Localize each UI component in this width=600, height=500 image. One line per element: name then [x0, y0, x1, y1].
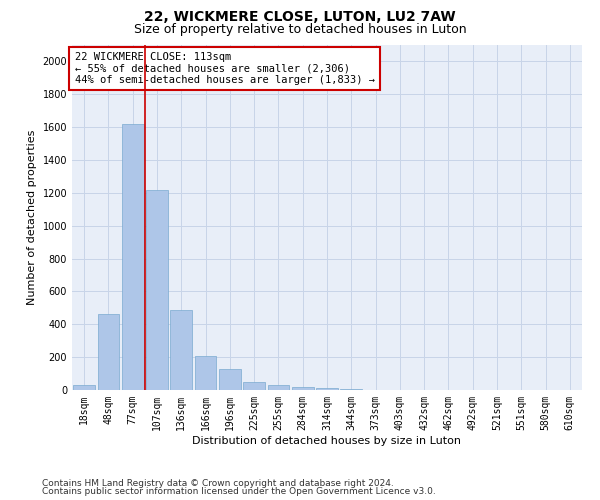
Y-axis label: Number of detached properties: Number of detached properties [27, 130, 37, 305]
Bar [97, 314, 119, 390]
Text: Contains public sector information licensed under the Open Government Licence v3: Contains public sector information licen… [42, 487, 436, 496]
Bar [340, 389, 362, 390]
Text: Size of property relative to detached houses in Luton: Size of property relative to detached ho… [134, 22, 466, 36]
Bar [73, 385, 95, 390]
X-axis label: Distribution of detached houses by size in Luton: Distribution of detached houses by size … [193, 436, 461, 446]
Bar [122, 124, 143, 390]
Bar [170, 310, 192, 390]
Text: Contains HM Land Registry data © Crown copyright and database right 2024.: Contains HM Land Registry data © Crown c… [42, 478, 394, 488]
Bar [219, 368, 241, 390]
Bar [292, 386, 314, 390]
Text: 22, WICKMERE CLOSE, LUTON, LU2 7AW: 22, WICKMERE CLOSE, LUTON, LU2 7AW [144, 10, 456, 24]
Bar [268, 385, 289, 390]
Text: 22 WICKMERE CLOSE: 113sqm
← 55% of detached houses are smaller (2,306)
44% of se: 22 WICKMERE CLOSE: 113sqm ← 55% of detac… [74, 52, 374, 85]
Bar [243, 382, 265, 390]
Bar [146, 190, 168, 390]
Bar [316, 388, 338, 390]
Bar [194, 356, 217, 390]
